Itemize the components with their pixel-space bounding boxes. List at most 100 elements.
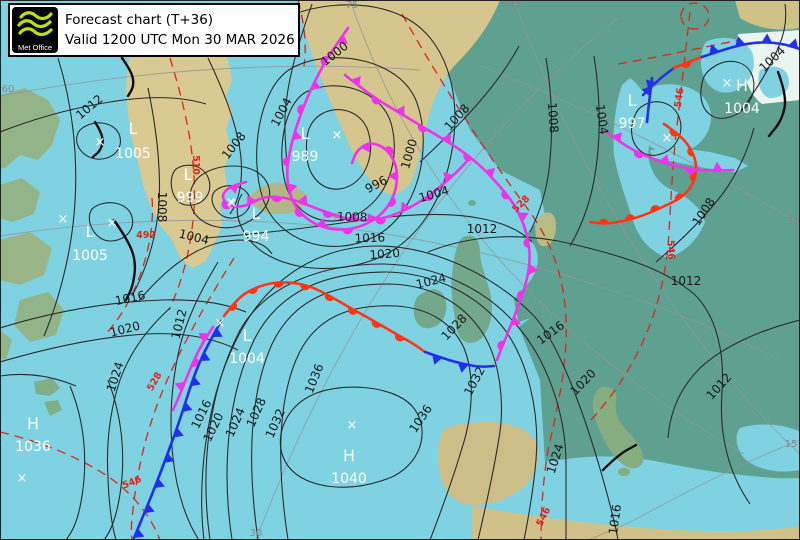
front-occluded [171, 325, 215, 412]
land-shape [736, 424, 800, 472]
trough-line [601, 443, 638, 472]
pressure-center-L-1004: L 1004 × [215, 316, 265, 367]
isobar-line [0, 373, 77, 387]
graticule-line [513, 0, 800, 455]
isobar-line [88, 202, 134, 242]
chart-title: Forecast chart (T+36) [65, 11, 214, 28]
isobar-label: 1008 [545, 102, 561, 133]
isobar-line [137, 239, 273, 303]
land-shape [520, 456, 800, 540]
pressure-center-H-1036: H 1036 × [15, 414, 51, 486]
land-shape [468, 200, 476, 206]
pressure-center-H-1040: H 1040 × [331, 418, 367, 487]
front-occluded [282, 26, 399, 235]
pressure-letter: H [736, 76, 748, 95]
pressure-value: 1004 [229, 351, 265, 367]
pressure-value: 994 [243, 229, 270, 245]
thickness-line [130, 257, 235, 540]
pressure-cross-icon: × [227, 196, 238, 211]
isobar-line [256, 57, 424, 247]
isobar-line [280, 305, 472, 540]
pressure-value: 997 [619, 116, 646, 132]
pressure-letter: L [129, 119, 138, 138]
pressure-center-L-994: L 994 × [227, 196, 270, 245]
met-office-waves-icon [17, 11, 53, 37]
isobar-line [207, 57, 243, 215]
pressure-cross-icon: × [95, 135, 106, 150]
trough-line [91, 120, 104, 159]
graticule-line [255, 17, 619, 540]
isobar-line [667, 319, 800, 439]
pressure-letter: L [184, 165, 193, 184]
isobar-line [427, 236, 751, 505]
pressure-center-L-999: L 999 × [177, 165, 237, 210]
land-shape [0, 232, 52, 285]
graticule-label: 30 [250, 528, 263, 539]
pressure-cross-icon: × [332, 128, 343, 143]
land-shape [735, 0, 800, 30]
pressure-cross-icon: × [17, 471, 28, 486]
front-cold [132, 319, 223, 540]
pressure-value: 1040 [331, 471, 367, 487]
land-shape [390, 330, 467, 429]
isobar-line [0, 299, 247, 329]
pressure-cross-icon: × [58, 212, 69, 227]
thickness-line [103, 197, 154, 337]
land-shape [0, 330, 12, 360]
land-shape [758, 66, 790, 98]
thickness-label: 510 [190, 155, 201, 175]
isobar-label: 1020 [369, 246, 400, 262]
pressure-letter: L [301, 124, 310, 143]
thickness-line [401, 13, 567, 540]
graticule-label: 45 [509, 0, 522, 11]
pressure-cross-icon: × [226, 195, 237, 210]
pressure-center-L-997: L 997 × [619, 91, 673, 146]
isobar-label: 1012 [671, 274, 702, 288]
isobar-line [131, 87, 161, 297]
isobar-line [106, 307, 171, 540]
graticule-label: 30 [787, 216, 800, 227]
land-shape [451, 235, 492, 343]
isobar-line [700, 60, 755, 119]
pressure-cross-icon: × [662, 131, 673, 146]
isobar-line [279, 386, 423, 488]
met-office-logo-text: Met Office [17, 43, 53, 52]
graticule-line [349, 0, 745, 455]
pressure-value: 1005 [115, 146, 151, 162]
pressure-center-L-989: L 989 × [292, 124, 343, 165]
isobar-line [251, 283, 503, 540]
trough-line [112, 218, 137, 302]
pressure-cross-icon: × [215, 316, 226, 331]
trough-line [767, 70, 787, 138]
land-shape [472, 506, 800, 540]
land-shape [34, 378, 60, 396]
pressure-value: 989 [292, 149, 319, 165]
isobar-line [631, 101, 682, 156]
pressure-center-L-1005: L 1005 × [95, 119, 151, 162]
legend-box: Met Office Forecast chart (T+36) Valid 1… [8, 3, 300, 57]
land-shape [0, 88, 60, 168]
pressure-center-H-1004: H 1004 × [722, 76, 760, 117]
isobar-line [170, 164, 211, 206]
thickness-label: 546 [673, 87, 687, 109]
front-cold [700, 33, 800, 59]
pressure-letter: L [252, 204, 261, 223]
front-warm [588, 122, 698, 225]
pressure-value: 1004 [724, 101, 760, 117]
isobar-label: 1016 [354, 230, 385, 245]
isobar-line [655, 127, 755, 263]
graticule-line [587, 439, 800, 540]
front-occluded [604, 129, 735, 175]
isobar-line [65, 385, 86, 540]
thickness-label: 492 [136, 230, 156, 241]
thickness-line [0, 431, 161, 540]
land-shape [44, 400, 62, 416]
isobar-line [226, 271, 538, 540]
isobar-label: 1012 [467, 222, 498, 236]
pressure-letter: H [343, 446, 355, 465]
graticule-label: 60 [2, 84, 15, 95]
pressure-value: 1036 [15, 439, 51, 455]
front-warm [672, 55, 704, 70]
